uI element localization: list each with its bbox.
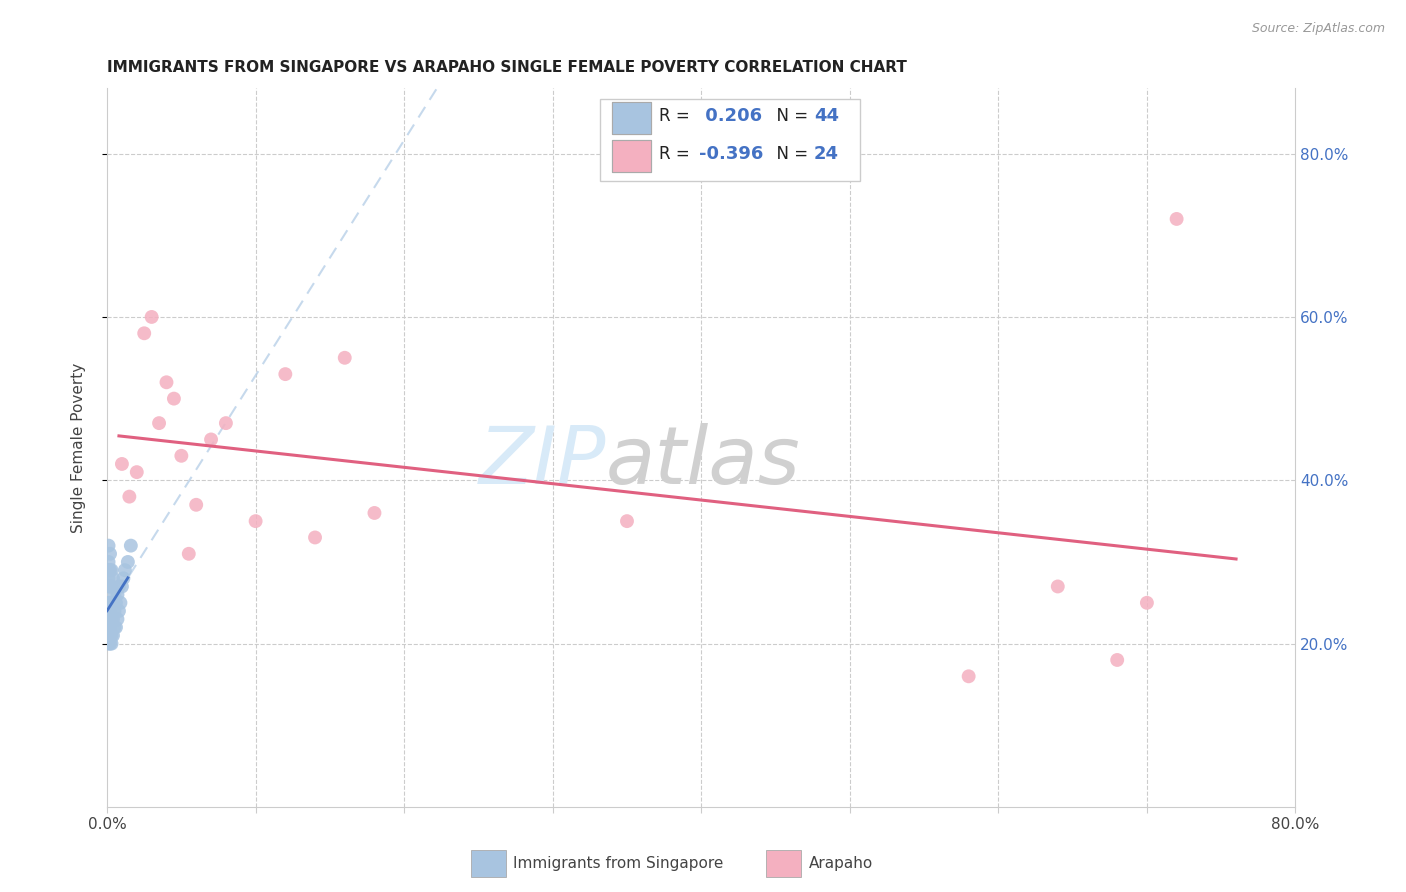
Point — [100, 612, 122, 626]
Point — [245, 514, 267, 528]
Text: R =: R = — [659, 107, 696, 125]
Point — [97, 571, 120, 585]
Point — [134, 326, 156, 341]
Text: -0.396: -0.396 — [699, 145, 763, 163]
Point — [97, 637, 120, 651]
Point — [118, 490, 141, 504]
Point — [97, 579, 120, 593]
Point — [111, 457, 134, 471]
Text: 24: 24 — [814, 145, 839, 163]
Text: atlas: atlas — [606, 423, 801, 501]
Point — [97, 628, 120, 642]
Text: 0.206: 0.206 — [699, 107, 762, 125]
Text: ZIP: ZIP — [479, 423, 606, 501]
Point — [1046, 579, 1069, 593]
Point — [98, 579, 121, 593]
Point — [103, 604, 125, 618]
Text: Immigrants from Singapore: Immigrants from Singapore — [513, 856, 724, 871]
Point — [100, 628, 122, 642]
Point — [98, 637, 121, 651]
Point — [100, 579, 122, 593]
Text: 44: 44 — [814, 107, 839, 125]
Point — [108, 604, 131, 618]
Point — [97, 596, 120, 610]
Point — [97, 604, 120, 618]
Text: N =: N = — [766, 145, 814, 163]
Point — [98, 628, 121, 642]
Point — [97, 612, 120, 626]
Point — [274, 367, 297, 381]
Point — [170, 449, 193, 463]
Point — [100, 596, 122, 610]
Point — [100, 637, 122, 651]
Text: N =: N = — [766, 107, 814, 125]
Point — [125, 465, 148, 479]
Point — [155, 376, 177, 390]
Y-axis label: Single Female Poverty: Single Female Poverty — [72, 362, 86, 533]
Point — [108, 579, 131, 593]
Point — [104, 596, 127, 610]
Point — [101, 628, 124, 642]
Point — [107, 588, 129, 602]
Point — [177, 547, 200, 561]
Point — [97, 563, 120, 577]
Point — [163, 392, 186, 406]
Point — [215, 416, 238, 430]
Point — [98, 547, 121, 561]
Point — [101, 612, 124, 626]
Point — [333, 351, 356, 365]
Point — [1166, 211, 1188, 226]
Point — [200, 433, 222, 447]
Text: Arapaho: Arapaho — [808, 856, 873, 871]
Point — [98, 596, 121, 610]
Point — [148, 416, 170, 430]
Point — [107, 612, 129, 626]
Point — [112, 571, 135, 585]
Point — [120, 539, 142, 553]
Point — [616, 514, 638, 528]
Point — [186, 498, 208, 512]
Point — [104, 620, 127, 634]
Point — [1107, 653, 1129, 667]
Point — [114, 563, 136, 577]
Point — [101, 596, 124, 610]
Point — [111, 579, 134, 593]
Point — [957, 669, 980, 683]
Point — [117, 555, 139, 569]
Point — [103, 620, 125, 634]
Point — [97, 620, 120, 634]
Point — [363, 506, 385, 520]
Text: IMMIGRANTS FROM SINGAPORE VS ARAPAHO SINGLE FEMALE POVERTY CORRELATION CHART: IMMIGRANTS FROM SINGAPORE VS ARAPAHO SIN… — [107, 60, 907, 75]
Point — [141, 310, 163, 324]
Point — [100, 563, 122, 577]
Point — [97, 555, 120, 569]
Point — [98, 620, 121, 634]
Point — [97, 539, 120, 553]
Point — [103, 588, 125, 602]
Point — [101, 571, 124, 585]
Text: R =: R = — [659, 145, 696, 163]
Point — [110, 596, 132, 610]
Point — [98, 563, 121, 577]
Point — [98, 604, 121, 618]
Point — [304, 531, 326, 545]
Point — [1136, 596, 1159, 610]
Text: Source: ZipAtlas.com: Source: ZipAtlas.com — [1251, 22, 1385, 36]
